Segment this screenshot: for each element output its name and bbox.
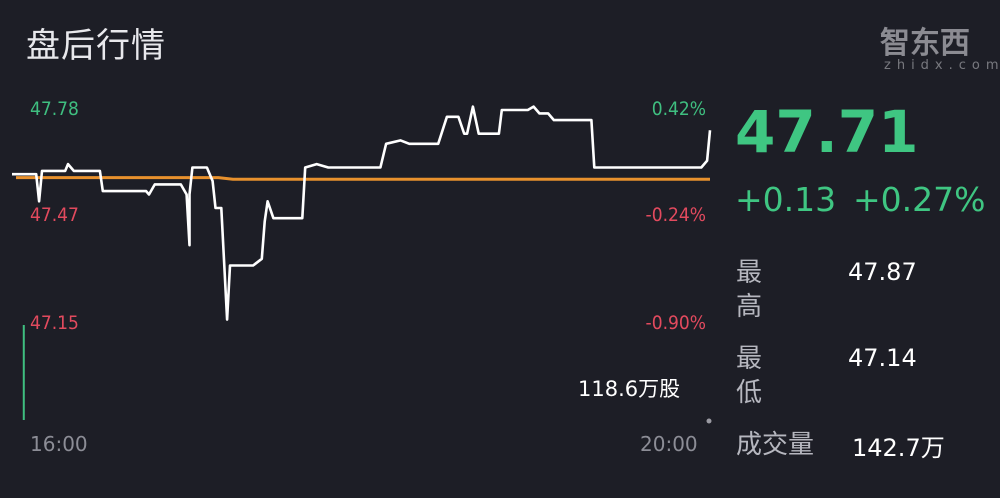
watermark-url: zhidx.com	[884, 58, 1000, 73]
volume-label: 118.6万股	[578, 377, 681, 401]
y-right-tick-top: 0.42%	[651, 98, 706, 120]
average-price-line	[16, 176, 710, 181]
x-tick-end: 20:00	[640, 432, 698, 456]
y-left-tick-mid: 47.47	[30, 204, 79, 226]
y-left-tick-bottom: 47.15	[30, 312, 79, 334]
y-left-tick-top: 47.78	[30, 98, 79, 120]
stat-label-high: 最高	[736, 258, 763, 322]
volume-bar	[22, 325, 25, 420]
intraday-chart[interactable]	[0, 0, 720, 440]
volume-end-dot	[706, 418, 712, 424]
x-tick-start: 16:00	[30, 432, 88, 456]
stat-value-high: 47.87	[848, 258, 917, 286]
stat-value-volume: 142.7万	[852, 434, 945, 462]
stat-label-volume: 成交量	[736, 430, 815, 460]
price-line	[12, 105, 712, 321]
y-right-tick-bottom: -0.90%	[645, 312, 706, 334]
watermark-logo: 智东西	[880, 26, 970, 61]
price-change: +0.13	[735, 180, 837, 219]
price-change-percent: +0.27%	[853, 180, 986, 219]
y-right-tick-mid: -0.24%	[645, 204, 706, 226]
page-title: 盘后行情	[26, 26, 166, 66]
last-price: 47.71	[735, 98, 919, 166]
stat-value-low: 47.14	[848, 344, 917, 372]
stat-label-low: 最低	[736, 344, 763, 408]
